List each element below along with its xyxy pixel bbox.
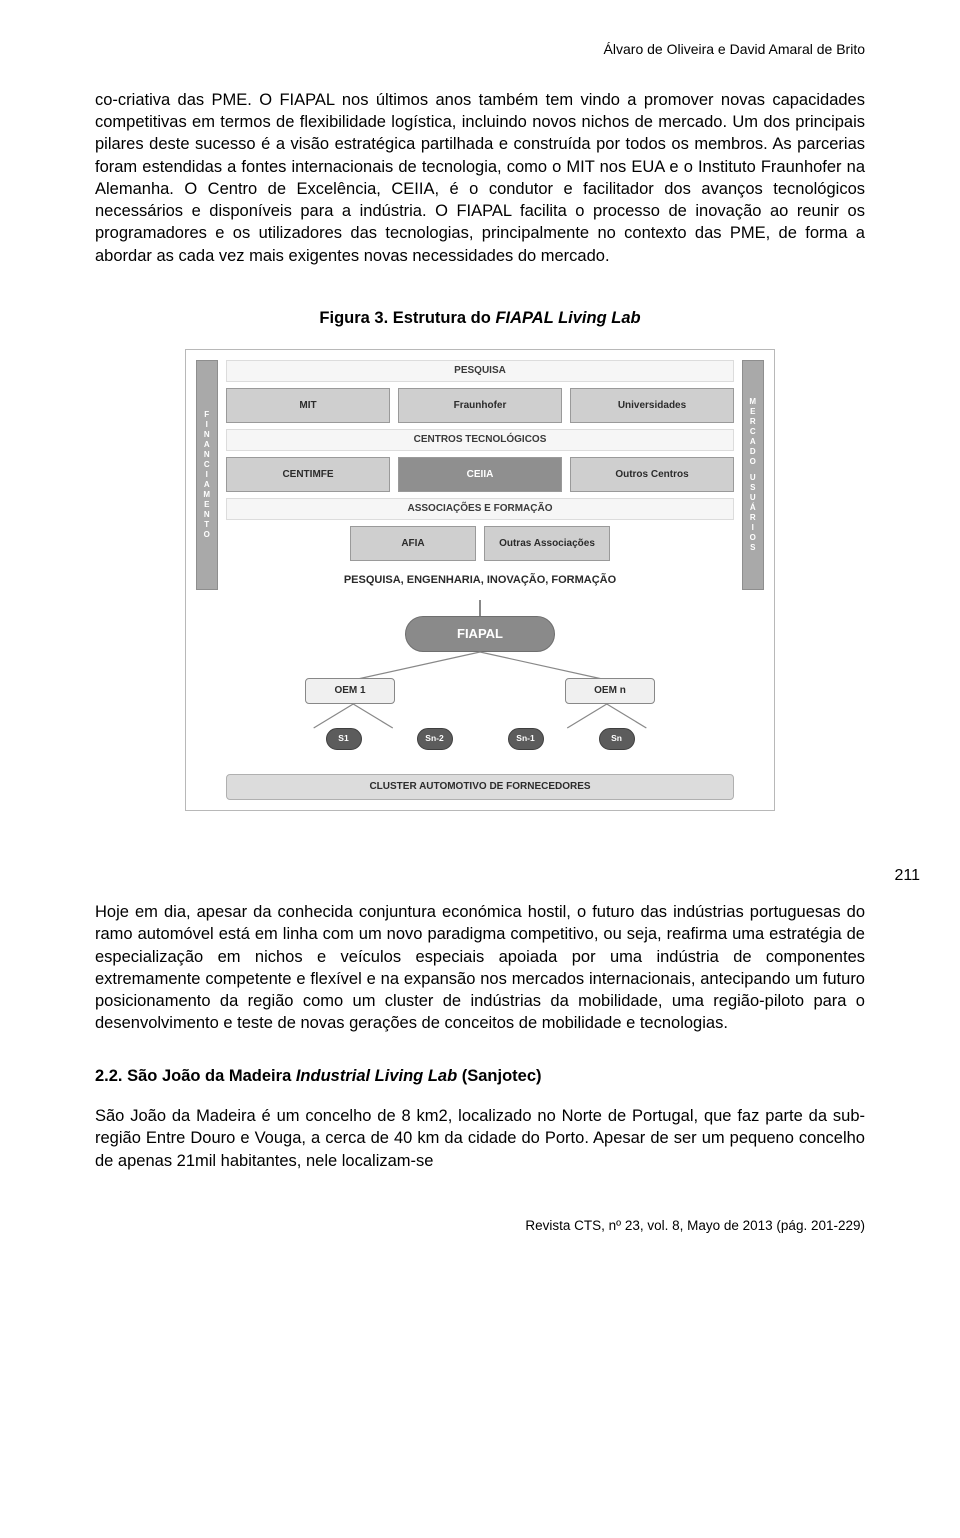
box-universidades: Universidades — [570, 388, 734, 424]
section-number: 2.2. São João da Madeira — [95, 1067, 296, 1085]
snode-sn-1: Sn-1 — [508, 728, 544, 750]
page-number-side: 211 — [894, 865, 920, 887]
row3-label: ASSOCIAÇÕES E FORMAÇÃO — [226, 498, 734, 520]
left-pillar-financiamento: FINANCIAMENTO — [196, 360, 218, 590]
box-outras-associacoes: Outras Associações — [484, 526, 610, 562]
box-outros-centros: Outros Centros — [570, 457, 734, 493]
diagram-center-column: PESQUISA MIT Fraunhofer Universidades CE… — [226, 360, 734, 590]
box-mit: MIT — [226, 388, 390, 424]
oem-n-node: OEM n — [565, 678, 655, 704]
right-pillar-mercado-usuarios: MERCADOUSUÁRIOS — [742, 360, 764, 590]
figure-caption-italic: FIAPAL Living Lab — [495, 309, 640, 327]
snode-sn-2: Sn-2 — [417, 728, 453, 750]
row2-label: CENTROS TECNOLÓGICOS — [226, 429, 734, 451]
box-fraunhofer: Fraunhofer — [398, 388, 562, 424]
cluster-band: CLUSTER AUTOMOTIVO DE FORNECEDORES — [226, 774, 734, 800]
box-ceiia: CEIIA — [398, 457, 562, 493]
figure-caption: Figura 3. Estrutura do FIAPAL Living Lab — [95, 307, 865, 329]
box-centimfe: CENTIMFE — [226, 457, 390, 493]
footer-citation: Revista CTS, nº 23, vol. 8, Mayo de 2013… — [95, 1217, 865, 1235]
section-italic: Industrial Living Lab — [296, 1067, 457, 1085]
row1-label: PESQUISA — [226, 360, 734, 382]
connector-line — [479, 600, 481, 616]
row1-boxes: MIT Fraunhofer Universidades — [226, 388, 734, 424]
fiapal-node: FIAPAL — [405, 616, 555, 652]
oem-1-node: OEM 1 — [305, 678, 395, 704]
bottom-band-text: PESQUISA, ENGENHARIA, INOVAÇÃO, FORMAÇÃO — [226, 567, 734, 590]
figure-3-diagram: FINANCIAMENTO PESQUISA MIT Fraunhofer Un… — [185, 349, 775, 811]
box-afia: AFIA — [350, 526, 476, 562]
section-suffix: (Sanjotec) — [457, 1067, 541, 1085]
snode-s1: S1 — [326, 728, 362, 750]
paragraph-3: São João da Madeira é um concelho de 8 k… — [95, 1105, 865, 1172]
row3-boxes: AFIA Outras Associações — [226, 526, 734, 562]
header-authors: Álvaro de Oliveira e David Amaral de Bri… — [95, 40, 865, 59]
figure-caption-prefix: Figura 3. Estrutura do — [319, 309, 495, 327]
fiapal-lower-area: FIAPAL OEM 1 OEM n S1 Sn-2 Sn-1 — [196, 600, 764, 800]
snode-sn: Sn — [599, 728, 635, 750]
paragraph-1: co-criativa das PME. O FIAPAL nos último… — [95, 89, 865, 267]
paragraph-2: Hoje em dia, apesar da conhecida conjunt… — [95, 901, 865, 1035]
row2-boxes: CENTIMFE CEIIA Outros Centros — [226, 457, 734, 493]
section-2-2-heading: 2.2. São João da Madeira Industrial Livi… — [95, 1065, 865, 1087]
